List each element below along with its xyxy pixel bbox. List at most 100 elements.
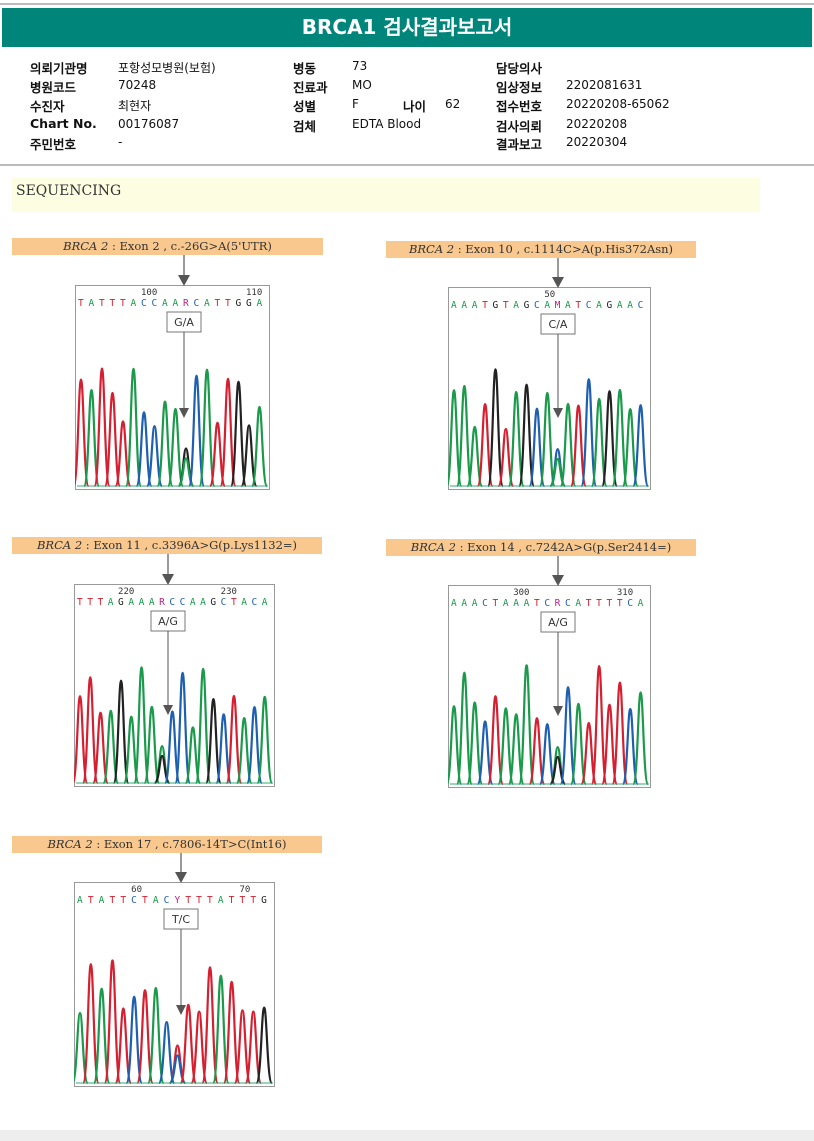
base-call: G xyxy=(236,298,242,309)
base-call: G xyxy=(492,300,498,311)
trace-peak xyxy=(250,405,269,488)
base-call: T xyxy=(240,895,246,906)
info-value: 20220304 xyxy=(566,135,628,149)
position-label: 70 xyxy=(240,885,251,895)
trace-peak xyxy=(518,383,536,488)
trace-peak xyxy=(174,671,192,785)
trace-peak xyxy=(632,691,650,786)
base-call: A xyxy=(190,597,196,608)
base-call: C xyxy=(169,597,175,608)
arrow-down-icon xyxy=(553,408,563,418)
base-call: C xyxy=(180,597,186,608)
info-label: 주민번호 xyxy=(30,137,77,152)
base-call: G xyxy=(210,597,216,608)
trace-peak xyxy=(611,681,629,786)
age-label: 나이 xyxy=(403,99,427,114)
base-call: A xyxy=(524,598,530,609)
gene-name: BRCA 2 xyxy=(47,837,93,851)
base-call: C xyxy=(131,895,137,906)
trace-peak xyxy=(114,420,132,488)
variant-description: : Exon 2 , c.-26G>A(5'UTR) xyxy=(108,239,272,253)
base-call: R xyxy=(159,597,165,608)
trace-peak xyxy=(204,698,222,785)
info-label: 성별 xyxy=(293,99,317,114)
position-label: 300 xyxy=(513,588,529,598)
trace-peak xyxy=(621,707,639,786)
trace-peak xyxy=(163,710,181,785)
base-call: T xyxy=(482,300,488,311)
info-value: 2202081631 xyxy=(566,78,643,92)
base-call: A xyxy=(596,300,602,311)
arrow-down-icon xyxy=(552,277,564,288)
gene-name: BRCA 2 xyxy=(36,538,83,552)
info-value: 73 xyxy=(352,59,368,73)
info-value: 00176087 xyxy=(118,117,180,131)
base-call: A xyxy=(461,300,467,311)
trace-peak xyxy=(74,1011,89,1085)
arrow-down-icon xyxy=(176,1005,186,1015)
base-call: R xyxy=(555,598,561,609)
info-divider xyxy=(0,164,814,166)
base-call: A xyxy=(565,300,571,311)
base-call: A xyxy=(575,598,581,609)
trace-peak xyxy=(518,664,536,786)
genotype-call: T/C xyxy=(171,913,190,926)
info-label: 병동 xyxy=(293,61,317,76)
base-call: T xyxy=(120,895,126,906)
info-value: F xyxy=(352,97,359,111)
trace-peak xyxy=(93,367,111,488)
trace-peak xyxy=(82,389,101,488)
trace-peak xyxy=(133,666,151,785)
trace-peak xyxy=(157,1020,176,1085)
base-call: A xyxy=(200,597,206,608)
arrow-down-icon xyxy=(179,408,189,418)
base-call: A xyxy=(108,597,114,608)
top-divider xyxy=(0,3,814,5)
trace-peak xyxy=(147,986,165,1085)
base-call: A xyxy=(451,598,457,609)
base-call: A xyxy=(472,300,478,311)
info-value: MO xyxy=(352,78,372,92)
trace-peak xyxy=(198,368,216,488)
base-call: Y xyxy=(175,895,181,906)
trace-peak xyxy=(590,664,608,786)
variant-description: : Exon 11 , c.3396A>G(p.Lys1132=) xyxy=(82,538,298,552)
base-call: A xyxy=(513,300,519,311)
base-call: G xyxy=(524,300,530,311)
section-title: SEQUENCING xyxy=(12,178,760,212)
trace-peak xyxy=(455,671,473,786)
trace-peak xyxy=(538,391,556,488)
base-call: T xyxy=(120,298,126,309)
base-call: A xyxy=(204,298,210,309)
trace-peak xyxy=(559,402,577,488)
base-call: T xyxy=(586,598,592,609)
base-call: T xyxy=(142,895,148,906)
trace-peak xyxy=(208,421,227,488)
trace-peak xyxy=(201,966,219,1085)
info-value: 20220208 xyxy=(566,117,628,131)
variant-description: : Exon 14 , c.7242A>G(p.Ser2414=) xyxy=(455,540,672,554)
base-call: A xyxy=(162,298,168,309)
trace-peak xyxy=(601,703,619,786)
base-call: T xyxy=(250,895,256,906)
trace-peak xyxy=(102,709,120,785)
trace-peak xyxy=(580,378,598,488)
base-call: C xyxy=(194,298,200,309)
base-call: T xyxy=(207,895,213,906)
trace-peak xyxy=(256,695,274,785)
trace-peak xyxy=(229,380,248,488)
trace-peak xyxy=(611,388,629,488)
base-call: T xyxy=(229,895,235,906)
base-call: T xyxy=(110,298,116,309)
base-call: G xyxy=(261,895,267,906)
base-call: T xyxy=(99,298,105,309)
trace-peak xyxy=(466,425,484,488)
trace-peak xyxy=(82,963,100,1085)
trace-peak xyxy=(135,411,153,488)
base-call: T xyxy=(88,895,94,906)
info-label: 진료과 xyxy=(293,80,328,95)
base-call: A xyxy=(638,598,644,609)
variant-label: BRCA 2 : Exon 14 , c.7242A>G(p.Ser2414=) xyxy=(386,539,696,556)
